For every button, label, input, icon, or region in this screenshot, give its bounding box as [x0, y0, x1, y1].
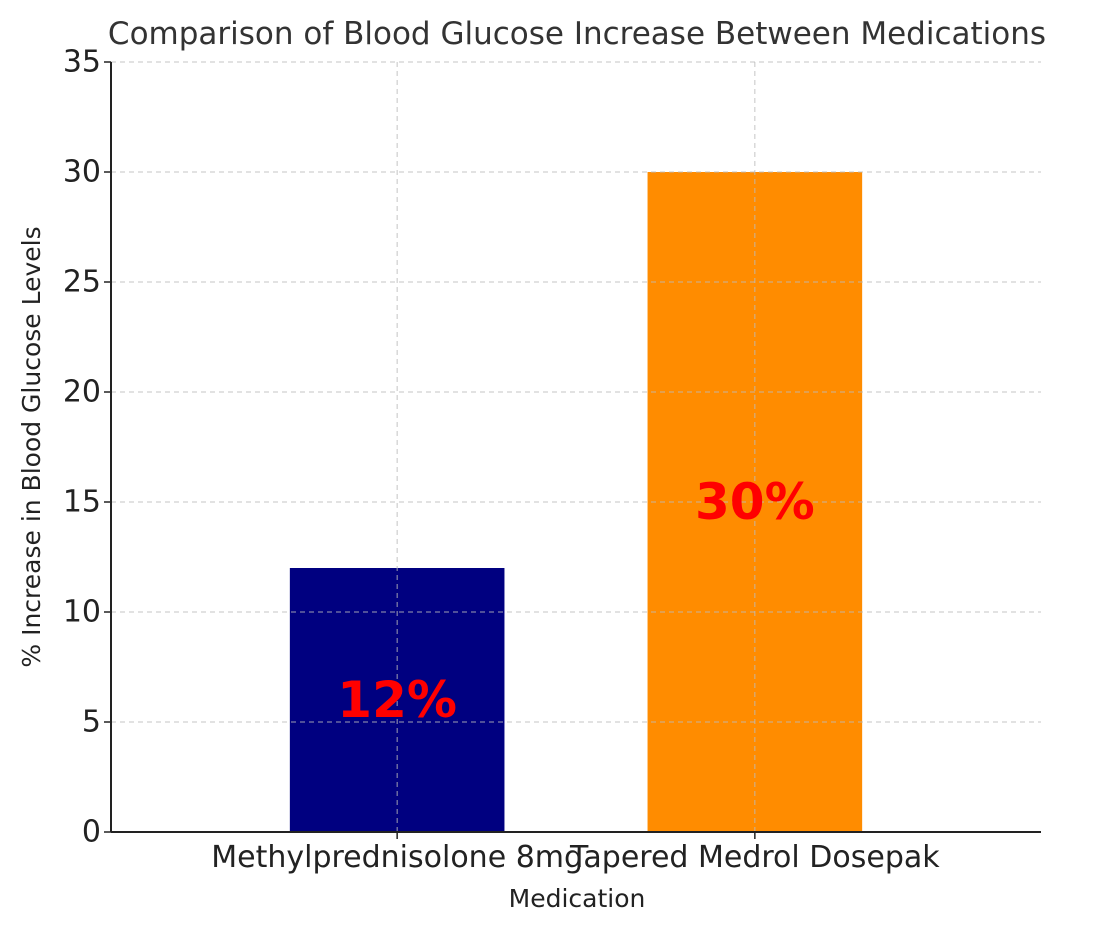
- data-label-layer: 12% 30%: [337, 473, 814, 729]
- y-tick-label-4: 15: [63, 485, 101, 520]
- y-tick-label-8: 35: [63, 45, 101, 80]
- y-tick-label-2: 5: [82, 705, 101, 740]
- x-tick-label-2: Tapered Medrol Dosepak: [569, 840, 940, 875]
- x-axis-label: Medication: [509, 884, 646, 913]
- chart-title: Comparison of Blood Glucose Increase Bet…: [108, 16, 1046, 52]
- y-tick-label-6: 25: [63, 265, 101, 300]
- y-axis-label: % Increase in Blood Glucose Levels: [17, 226, 46, 667]
- y-tick-label-1: 0: [82, 815, 101, 850]
- axis-layer: 0 5 10 15 20 25 30 35 Methylprednisolone 8mgTape…: [63, 45, 1041, 875]
- grid-layer: [111, 61, 1041, 832]
- data-label-1: 12%: [337, 671, 457, 729]
- data-label-2: 30%: [695, 473, 815, 531]
- y-tick-label-3: 10: [63, 595, 101, 630]
- x-tick-label-1: Methylprednisolone 8mg: [211, 840, 583, 875]
- y-tick-label-7: 30: [63, 155, 101, 190]
- y-tick-label-5: 20: [63, 375, 101, 410]
